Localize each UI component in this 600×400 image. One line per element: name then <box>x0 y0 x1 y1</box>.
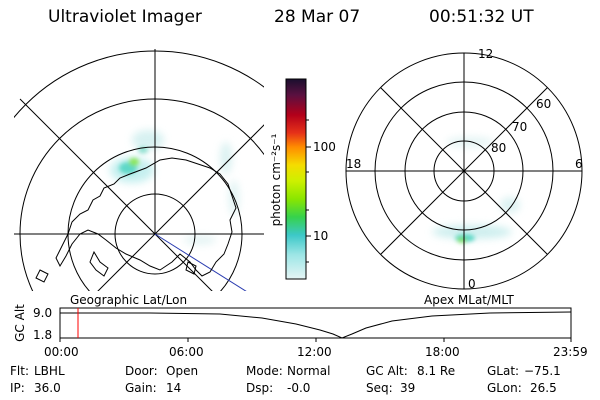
mlt-label-6: 6 <box>575 157 583 171</box>
timeline-ytick-top: 9.0 <box>33 306 53 320</box>
auroral-oval-core <box>455 234 475 243</box>
mlat-label-70: 70 <box>512 120 528 134</box>
seq-value: 39 <box>400 381 416 395</box>
colorbar-unit-label: photon cm⁻²s⁻¹ <box>269 133 283 227</box>
ip-value: 36.0 <box>34 381 61 395</box>
timeline-xtick-1800: 18:00 <box>425 345 460 359</box>
gcalt-label: GC Alt: <box>366 364 408 378</box>
colorbar-gradient <box>285 78 307 280</box>
instrument-title: Ultraviolet Imager <box>48 7 202 27</box>
continent-outline <box>55 157 237 277</box>
dsp-label: Dsp: <box>246 381 274 395</box>
timeline-xtick-0000: 00:00 <box>44 345 79 359</box>
glon-value: 26.5 <box>530 381 557 395</box>
geographic-label: Geographic Lat/Lon <box>70 293 188 307</box>
date-label: 28 Mar 07 <box>274 7 361 27</box>
mode-label: Mode: <box>246 364 283 378</box>
mlat-label-60: 60 <box>536 97 552 111</box>
timeline-ytick-bottom: 1.8 <box>33 328 53 342</box>
time-label: 00:51:32 UT <box>429 7 534 27</box>
aurora-core <box>119 146 148 174</box>
aurora-glow <box>110 130 239 245</box>
gcalt-value: 8.1 Re <box>417 364 456 378</box>
flt-label: Flt: <box>10 364 29 378</box>
ip-label: IP: <box>10 381 25 395</box>
mlt-label-18: 18 <box>346 157 362 171</box>
colorbar-tick-10: 10 <box>313 229 329 243</box>
timeline-xtick-0600: 06:00 <box>169 345 204 359</box>
glat-label: GLat: <box>487 364 520 378</box>
timeline-xtick-1200: 12:00 <box>297 345 332 359</box>
seq-label: Seq: <box>366 381 393 395</box>
mlat-label-80: 80 <box>491 141 507 155</box>
gain-value: 14 <box>166 381 182 395</box>
door-label: Door: <box>125 364 158 378</box>
colorbar-tick-100: 100 <box>313 140 336 154</box>
glon-label: GLon: <box>487 381 522 395</box>
mode-value: Normal <box>287 364 331 378</box>
altitude-curve <box>60 311 572 339</box>
auroral-oval-glow <box>432 137 520 239</box>
timeline-xtick-2359: 23:59 <box>553 345 588 359</box>
gain-label: Gain: <box>125 381 157 395</box>
mlt-label-0: 0 <box>468 277 476 291</box>
mlt-label-12: 12 <box>478 47 494 61</box>
apex-label: Apex MLat/MLT <box>424 293 514 307</box>
flt-value: LBHL <box>34 364 65 378</box>
dsp-value: -0.0 <box>287 381 311 395</box>
timeline-frame <box>59 307 572 339</box>
glat-value: −75.1 <box>524 364 561 378</box>
timeline-ylabel: GC Alt <box>13 304 27 342</box>
door-value: Open <box>166 364 199 378</box>
